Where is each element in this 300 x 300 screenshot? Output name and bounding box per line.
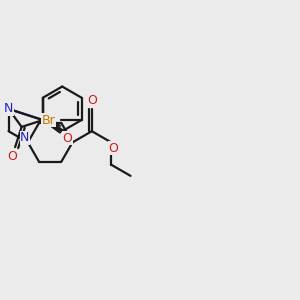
Text: O: O bbox=[7, 149, 17, 163]
Text: N: N bbox=[4, 102, 13, 116]
Text: N: N bbox=[20, 131, 30, 144]
Text: O: O bbox=[63, 131, 73, 145]
Text: O: O bbox=[109, 142, 118, 155]
Text: Br: Br bbox=[42, 113, 56, 127]
Text: O: O bbox=[87, 94, 97, 107]
